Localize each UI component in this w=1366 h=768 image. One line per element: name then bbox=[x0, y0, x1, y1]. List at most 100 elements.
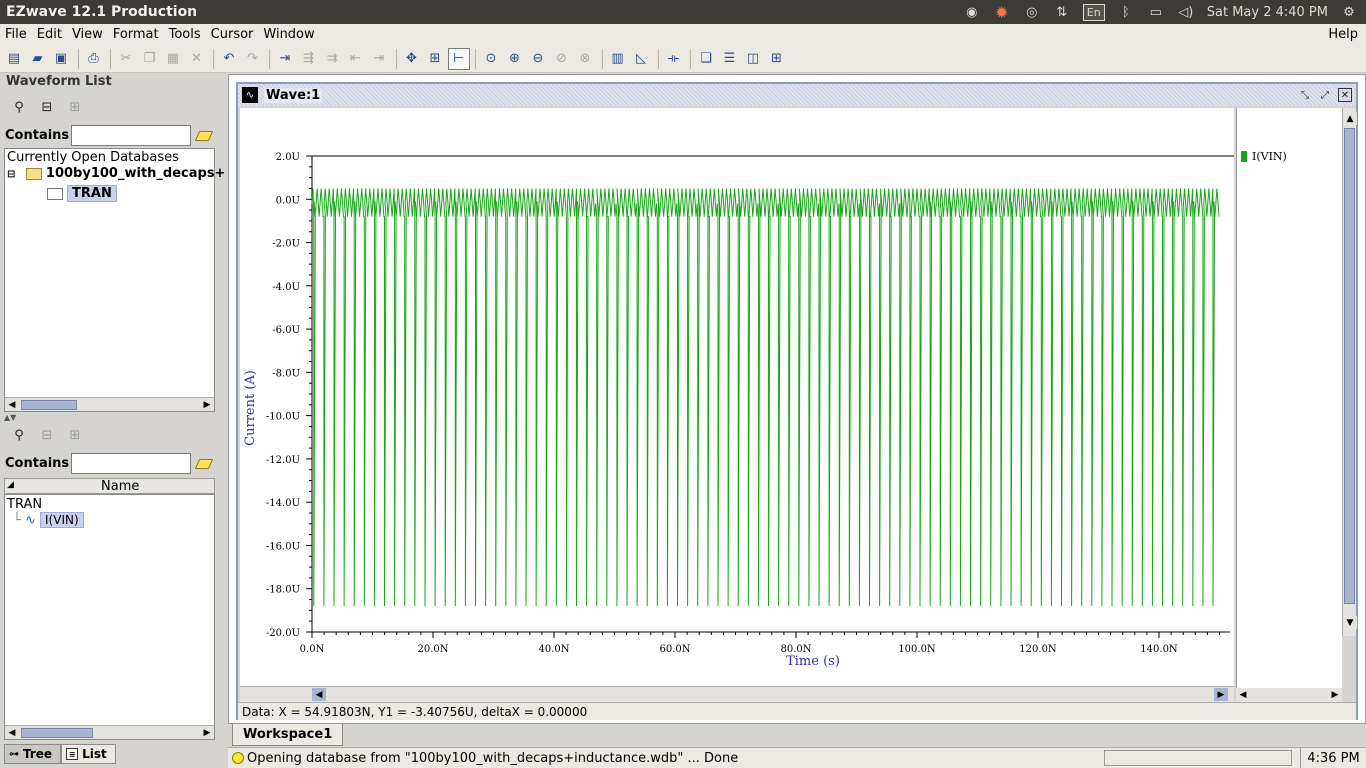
waveform-chart[interactable]: 2.0U 0.0U -2.0U -4.0U -6.0U -8.0U -10.0U -12.0U… bbox=[240, 108, 1234, 686]
x-tick-label: 140.0N bbox=[1140, 644, 1178, 655]
delta-cursor-icon[interactable]: ⟛ bbox=[667, 51, 680, 66]
measure-icon[interactable]: ◺ bbox=[636, 51, 646, 66]
stack-icon[interactable]: ⇉ bbox=[326, 51, 338, 66]
scroll-right-icon[interactable]: ▶ bbox=[200, 726, 214, 739]
paste-icon[interactable]: ▦ bbox=[166, 51, 180, 66]
weather-icon[interactable]: ✹ bbox=[995, 2, 1009, 22]
scroll-left-icon[interactable]: ◀ bbox=[1236, 688, 1250, 701]
network-icon[interactable]: ⇅ bbox=[1056, 4, 1068, 20]
legend-item-ivin[interactable]: I(VIN) bbox=[1241, 150, 1287, 163]
cut-icon[interactable]: ✂ bbox=[120, 51, 132, 66]
scroll-thumb[interactable] bbox=[21, 728, 93, 738]
contains-input[interactable] bbox=[71, 125, 191, 146]
move-right-icon[interactable]: ⇥ bbox=[373, 51, 385, 66]
menu-cursor[interactable]: Cursor bbox=[210, 27, 254, 42]
zoom-next-icon[interactable]: ⊗ bbox=[579, 51, 591, 66]
tree-horizontal-scrollbar[interactable]: ◀ ▶ bbox=[5, 397, 214, 411]
scroll-right-icon[interactable]: ▶ bbox=[1328, 688, 1342, 701]
minimize-icon[interactable]: ⤡ bbox=[1301, 89, 1309, 101]
tree-item-tran[interactable]: TRAN bbox=[47, 185, 117, 202]
ubuntu-one-icon[interactable]: ◎ bbox=[1026, 4, 1038, 20]
tile-vertical-icon[interactable]: ◫ bbox=[746, 51, 760, 66]
keyboard-layout-indicator[interactable]: En bbox=[1082, 3, 1105, 21]
collapse-tree-icon[interactable]: ⊞ bbox=[69, 99, 81, 115]
print-icon[interactable]: ⎙ bbox=[88, 51, 99, 66]
expand-list-icon[interactable]: ⊟ bbox=[41, 427, 53, 443]
menu-window[interactable]: Window bbox=[263, 27, 315, 42]
add-waveform-icon[interactable]: ⇥ bbox=[279, 51, 291, 66]
tab-tree[interactable]: ⊶ Tree bbox=[4, 744, 62, 764]
maximize-icon[interactable]: ⤢ bbox=[1321, 89, 1329, 101]
delete-icon[interactable]: ✕ bbox=[191, 51, 202, 66]
scroll-left-icon[interactable]: ◀ bbox=[312, 688, 326, 701]
y-tick-label: 2.0U bbox=[276, 152, 300, 163]
x-axis-label: Time (s) bbox=[786, 654, 840, 669]
toolbar-separator bbox=[395, 48, 397, 69]
open-folder-icon[interactable]: ▰ bbox=[32, 51, 43, 66]
series-line-ivin[interactable] bbox=[311, 188, 1220, 607]
legend-horizontal-scrollbar[interactable]: ◀ ▶ bbox=[1236, 688, 1342, 702]
overlay-icon[interactable]: ⇶ bbox=[303, 51, 314, 66]
tree-item-database[interactable]: ⊟ 100by100_with_decaps+ bbox=[7, 166, 225, 181]
wave-window-titlebar[interactable]: ∿ Wave:1 ⤡ ⤢ ✕ bbox=[238, 84, 1356, 106]
close-icon[interactable]: ✕ bbox=[1338, 88, 1352, 102]
cursor-toggle-icon[interactable]: ⊢ bbox=[447, 47, 470, 70]
bluetooth-icon[interactable]: ᛒ bbox=[1121, 4, 1130, 20]
scroll-thumb[interactable] bbox=[21, 400, 77, 410]
signal-list[interactable]: TRAN └ ∿ I(VIN) ◀ ▶ bbox=[4, 494, 215, 740]
zoom-prev-icon[interactable]: ⊘ bbox=[556, 51, 567, 66]
tile-horizontal-icon[interactable]: ☰ bbox=[723, 51, 736, 66]
collapse-node-icon[interactable]: ⊟ bbox=[7, 169, 16, 180]
tab-workspace1[interactable]: Workspace1 bbox=[232, 724, 344, 746]
grid-icon[interactable]: ⊞ bbox=[429, 51, 441, 66]
scroll-down-icon[interactable]: ▼ bbox=[1343, 616, 1357, 629]
eraser-icon[interactable] bbox=[194, 458, 214, 469]
zoom-fit-icon[interactable]: ⊙ bbox=[485, 51, 497, 66]
eraser-icon[interactable] bbox=[194, 130, 214, 141]
splitter-handle[interactable]: ▲▼ bbox=[4, 413, 17, 422]
binoculars-icon[interactable]: ⚲ bbox=[14, 99, 24, 115]
volume-icon[interactable]: ◁) bbox=[1178, 4, 1194, 20]
clock[interactable]: Sat May 2 4:40 PM bbox=[1206, 4, 1328, 20]
tile-grid-icon[interactable]: ⊞ bbox=[771, 51, 782, 66]
undo-icon[interactable]: ↶ bbox=[223, 51, 235, 66]
battery-icon[interactable]: ▭ bbox=[1149, 4, 1162, 20]
scroll-thumb[interactable] bbox=[1344, 128, 1355, 604]
menu-edit[interactable]: Edit bbox=[36, 27, 62, 42]
copy-icon[interactable]: ❐ bbox=[143, 51, 156, 66]
scroll-left-icon[interactable]: ◀ bbox=[5, 398, 19, 411]
move-left-icon[interactable]: ⇤ bbox=[350, 51, 361, 66]
list-horizontal-scrollbar[interactable]: ◀ ▶ bbox=[5, 725, 214, 739]
gear-icon[interactable]: ⚙ bbox=[1343, 4, 1355, 20]
scroll-up-icon[interactable]: ▲ bbox=[1343, 112, 1357, 125]
menu-tools[interactable]: Tools bbox=[168, 27, 201, 42]
sort-toggle-icon[interactable]: ◢ bbox=[7, 480, 14, 490]
menu-file[interactable]: File bbox=[5, 27, 27, 42]
scroll-right-icon[interactable]: ▶ bbox=[200, 398, 214, 411]
contains-input-2[interactable] bbox=[71, 453, 191, 474]
zoom-in-icon[interactable]: ⊕ bbox=[509, 51, 520, 66]
collapse-list-icon[interactable]: ⊞ bbox=[69, 427, 81, 443]
scroll-left-icon[interactable]: ◀ bbox=[5, 726, 19, 739]
cascade-icon[interactable]: ❏ bbox=[700, 51, 712, 66]
zoom-out-icon[interactable]: ⊖ bbox=[532, 51, 544, 66]
database-tree[interactable]: Currently Open Databases ⊟ 100by100_with… bbox=[4, 148, 225, 412]
calculator-icon[interactable]: ▥ bbox=[611, 51, 624, 66]
new-window-icon[interactable]: ▤ bbox=[7, 51, 21, 66]
save-icon[interactable]: ▣ bbox=[54, 51, 68, 66]
scroll-right-icon[interactable]: ▶ bbox=[1214, 688, 1228, 701]
menu-format[interactable]: Format bbox=[112, 27, 159, 42]
chrome-icon[interactable]: ◉ bbox=[966, 4, 978, 20]
plot-horizontal-scrollbar[interactable]: ◀ ▶ bbox=[240, 686, 1234, 702]
tab-list[interactable]: ≡ List bbox=[61, 744, 116, 764]
name-column-header[interactable]: ◢ Name bbox=[4, 478, 215, 494]
waveform-plot[interactable]: 2.0U 0.0U -2.0U -4.0U -6.0U -8.0U -10.0U -12.0U… bbox=[240, 108, 1234, 686]
list-item-ivin[interactable]: └ ∿ I(VIN) bbox=[13, 512, 84, 528]
expand-tree-icon[interactable]: ⊟ bbox=[41, 99, 53, 115]
menu-help[interactable]: Help bbox=[1328, 27, 1358, 42]
cursor-move-icon[interactable]: ✥ bbox=[406, 51, 417, 66]
redo-icon[interactable]: ↷ bbox=[247, 51, 258, 66]
binoculars-icon[interactable]: ⚲ bbox=[14, 427, 24, 443]
vertical-scrollbar[interactable]: ▲ ▼ bbox=[1342, 108, 1357, 636]
menu-view[interactable]: View bbox=[71, 27, 103, 42]
